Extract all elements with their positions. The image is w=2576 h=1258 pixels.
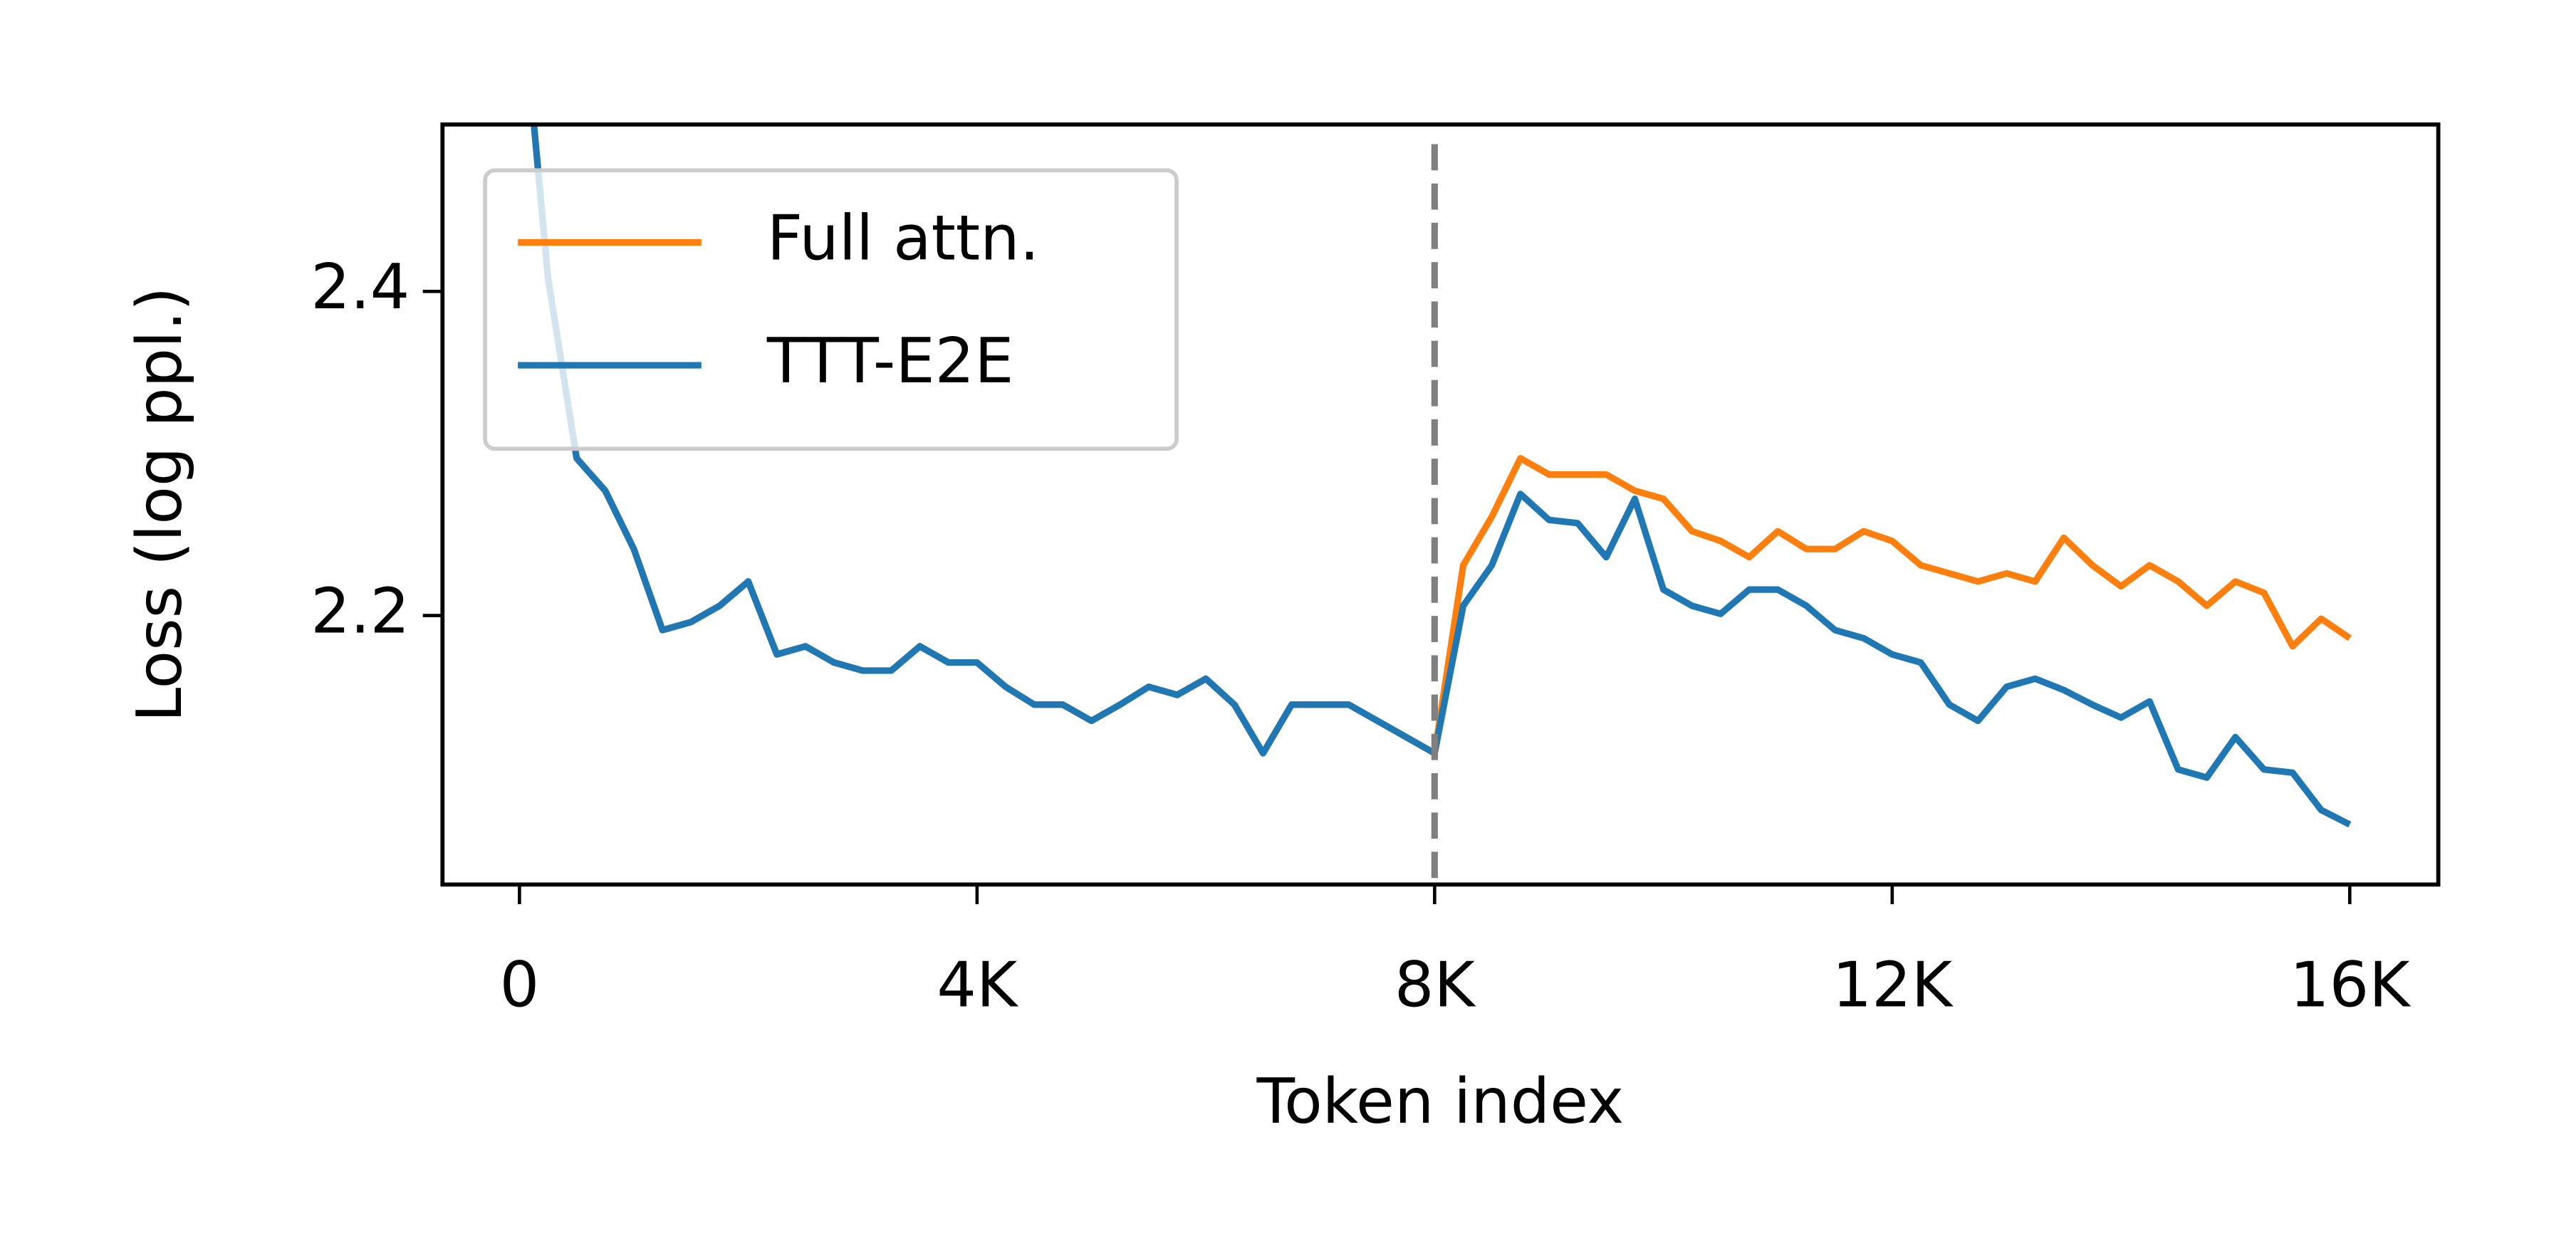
x-tick-label: 8K [1394,949,1477,1022]
legend: Full attn. TTT-E2E [483,168,1179,451]
x-axis-label: Token index [1256,1065,1625,1138]
x-tick-label: 16K [2290,949,2411,1022]
axes-frame [440,122,2441,887]
x-tick-label: 0 [500,949,540,1022]
y-tick-label: 2.4 [311,251,410,323]
legend-label: TTT-E2E [766,325,1014,397]
x-tick-label: 4K [937,949,1019,1022]
y-tick-label: 2.2 [311,575,410,647]
x-tick-label: 12K [1832,949,1954,1022]
y-axis-label: Loss (log ppl.) [123,287,196,723]
plot-area [531,124,2352,885]
legend-label: Full attn. [767,201,1040,274]
